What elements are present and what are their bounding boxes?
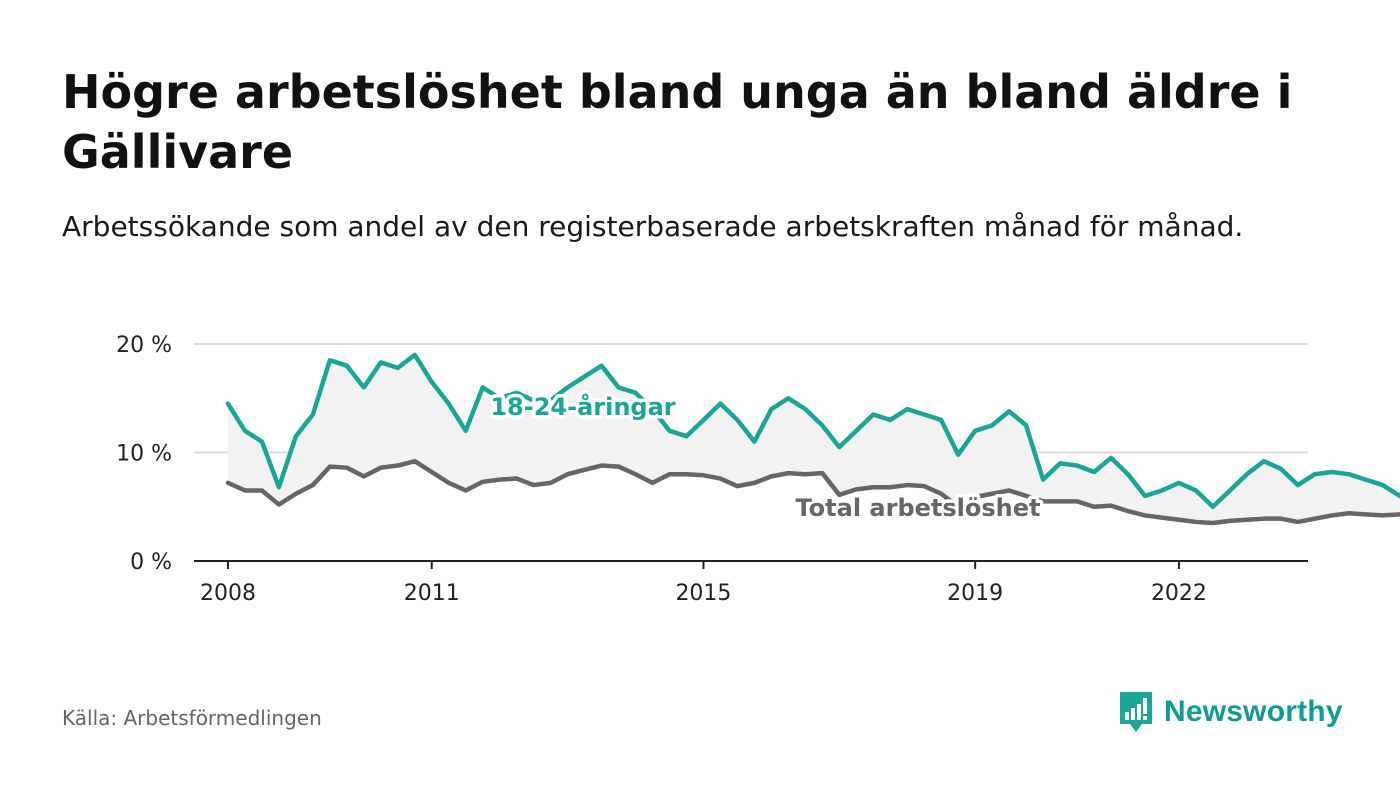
y-axis: 0 % 10 % 20 % (116, 333, 172, 575)
newsworthy-logo[interactable]: Newsworthy (1118, 690, 1343, 734)
source-note: Källa: Arbetsförmedlingen (62, 706, 322, 730)
chart-subtitle: Arbetssökande som andel av den registerb… (62, 210, 1244, 243)
y-tick-label: 10 % (116, 442, 172, 467)
youth-line (225, 352, 1400, 509)
x-tick-label: 2022 (1151, 581, 1207, 606)
y-tick-label: 0 % (130, 550, 172, 575)
brand-name: Newsworthy (1164, 695, 1343, 728)
x-tick-label: 2011 (404, 581, 460, 606)
newsworthy-bar-chart-icon (1120, 692, 1152, 732)
chart-title: Högre arbetslöshet bland unga än bland ä… (62, 65, 1293, 179)
line-chart: 0 % 10 % 20 % 2008 2011 2015 2019 2022 18-24-å… (116, 333, 1400, 606)
series-lines (225, 352, 1400, 526)
x-tick-label: 2008 (200, 581, 256, 606)
x-tick-label: 2019 (947, 581, 1003, 606)
youth-series-label-halo: 18-24-åringar (490, 392, 675, 421)
youth-series-label: 18-24-åringar (490, 392, 675, 421)
x-tick-label: 2015 (675, 581, 731, 606)
total-line (225, 458, 1400, 526)
y-tick-label: 20 % (116, 333, 172, 358)
x-axis: 2008 2011 2015 2019 2022 (200, 561, 1207, 606)
total-series-label-halo: Total arbetslöshet (795, 494, 1040, 522)
total-series-label: Total arbetslöshet (795, 494, 1040, 522)
